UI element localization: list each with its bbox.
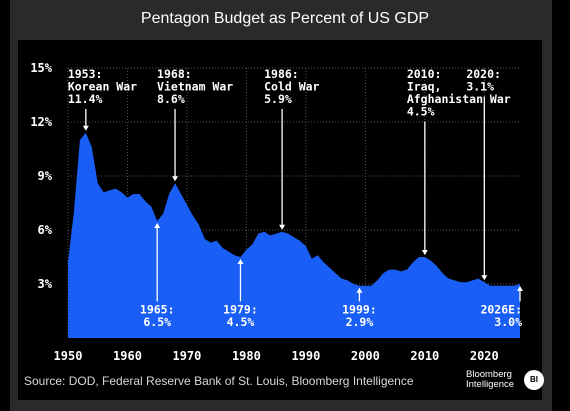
annotation-arrowhead	[517, 286, 523, 291]
annotation-arrowhead	[237, 259, 244, 264]
annotation-arrowhead	[279, 224, 286, 230]
annotation-1999: 1999:2.9%	[342, 287, 377, 329]
annotation-arrowhead	[82, 125, 89, 131]
annotation-1979: 1979:4.5%	[223, 259, 258, 329]
annotation-arrowhead	[421, 250, 428, 255]
y-tick-label: 9%	[38, 169, 53, 183]
annotation-2020: 2020:3.1%	[466, 67, 501, 281]
annotation-label: 1986:	[264, 67, 299, 81]
annotation-label: 3.0%	[494, 315, 522, 329]
annotation-label: 1999:	[342, 303, 377, 317]
annotation-label: 1965:	[140, 303, 175, 317]
annotation-label: Iraq,	[407, 80, 442, 94]
annotation-label: 8.6%	[157, 92, 185, 106]
annotation-label: 2026E:	[480, 303, 522, 317]
x-tick-label: 2010	[410, 349, 439, 363]
logo-line-2: Intelligence	[466, 379, 515, 390]
annotation-1965: 1965:6.5%	[140, 223, 175, 329]
annotation-label: 3.1%	[466, 80, 494, 94]
x-tick-label: 1960	[113, 349, 142, 363]
y-axis-ticks: 3% 6% 9% 12% 15%	[30, 61, 52, 291]
x-tick-label: 1950	[54, 349, 83, 363]
annotation-arrowhead	[172, 176, 179, 182]
annotation-arrowhead	[481, 275, 488, 281]
series-area	[68, 132, 520, 338]
y-tick-label: 3%	[38, 277, 53, 291]
annotation-label: Korean War	[68, 80, 137, 94]
annotation-label: 2.9%	[346, 315, 374, 329]
annotation-label: 11.4%	[68, 92, 103, 106]
chart-title: Pentagon Budget as Percent of US GDP	[140, 10, 430, 27]
bloomberg-logo: Bloomberg Intelligence	[466, 370, 514, 390]
data-area	[68, 132, 520, 338]
annotation-label: 1968:	[157, 67, 192, 81]
x-axis-ticks: 1950 1960 1970 1980 1990 2000 2010 2020	[54, 349, 499, 363]
x-tick-label: 1970	[172, 349, 201, 363]
bi-badge-icon: BI	[524, 370, 544, 390]
annotation-label: Cold War	[264, 80, 319, 94]
annotation-label: 1979:	[223, 303, 258, 317]
y-tick-label: 6%	[38, 223, 53, 237]
y-tick-label: 15%	[30, 61, 52, 75]
annotation-label: 2020:	[466, 67, 501, 81]
annotation-label: 2010:	[407, 67, 442, 81]
annotation-arrowhead	[154, 223, 161, 228]
x-tick-label: 2000	[351, 349, 380, 363]
y-tick-label: 12%	[30, 115, 52, 129]
x-tick-label: 1980	[232, 349, 261, 363]
annotation-label: 4.5%	[407, 105, 435, 119]
annotation-2026: 2026E:3.0%	[480, 286, 523, 329]
annotation-label: 1953:	[68, 67, 103, 81]
x-tick-label: 1990	[291, 349, 320, 363]
annotation-label: 4.5%	[227, 315, 255, 329]
annotation-label: 6.5%	[143, 315, 171, 329]
source-note: Source: DOD, Federal Reserve Bank of St.…	[24, 374, 414, 388]
annotation-label: 5.9%	[264, 92, 292, 106]
logo-line-1: Bloomberg	[466, 369, 512, 380]
annotation-label: Vietnam War	[157, 80, 233, 94]
annotation-arrowhead	[356, 287, 363, 293]
x-tick-label: 2020	[470, 349, 499, 363]
